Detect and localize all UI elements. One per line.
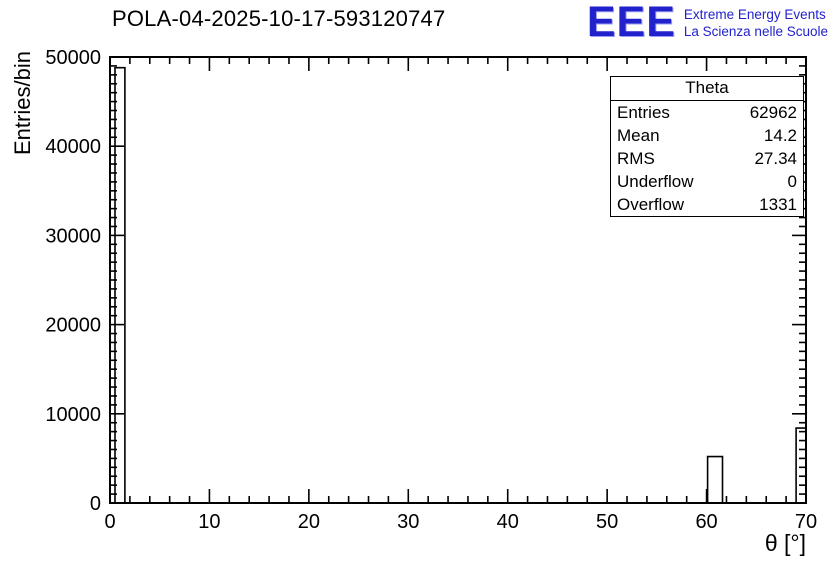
stats-label: Entries: [617, 103, 670, 122]
y-axis-title: Entries/bin: [10, 51, 35, 155]
stats-label: Overflow: [617, 195, 685, 214]
stats-label: Mean: [617, 126, 660, 145]
x-tick-label: 50: [596, 511, 618, 533]
stats-row: Overflow 1331: [611, 193, 803, 216]
x-tick-label: 30: [397, 511, 419, 533]
y-tick-label: 50000: [45, 47, 101, 69]
eee-logo-text: Extreme Energy Events La Scienza nelle S…: [684, 3, 828, 40]
plot-title: POLA-04-2025-10-17-593120747: [112, 6, 446, 31]
x-tick-label: 40: [497, 511, 519, 533]
x-tick-label: 70: [795, 511, 817, 533]
histogram-line: [110, 66, 807, 504]
y-tick-label: 10000: [45, 404, 101, 426]
eee-logo-line2: La Scienza nelle Scuole: [683, 24, 828, 39]
stats-box: Theta Entries 62962 Mean 14.2 RMS 27.34 …: [610, 76, 804, 217]
axis-tick-labels: 0 10 20 30 40 50 60 70 0 10000 20000 30000 40000 5000…: [45, 47, 817, 533]
y-tick-label: 40000: [45, 136, 101, 158]
y-tick-label: 20000: [45, 315, 101, 337]
axis-ticks: [109, 56, 807, 504]
stats-label: Underflow: [617, 172, 694, 191]
x-axis-title: θ [°]: [764, 530, 806, 556]
y-tick-label: 30000: [45, 225, 101, 247]
y-tick-label: 0: [90, 493, 101, 515]
stats-box-title: Theta: [611, 77, 803, 101]
stats-value: 14.2: [763, 126, 797, 145]
x-tick-label: 60: [695, 511, 717, 533]
x-tick-label: 10: [198, 511, 220, 533]
x-tick-label: 20: [298, 511, 320, 533]
stats-value: 0: [787, 172, 797, 191]
stats-row: Underflow 0: [611, 170, 803, 193]
stats-row: Entries 62962: [611, 101, 803, 124]
stats-value: 62962: [749, 103, 797, 122]
stats-row: Mean 14.2: [611, 124, 803, 147]
eee-logo: EEE Extreme Energy Events La Scienza nel…: [586, 0, 828, 46]
eee-logo-acronym: EEE: [586, 0, 676, 46]
eee-logo-line1: Extreme Energy Events: [683, 7, 826, 22]
x-tick-label: 0: [104, 511, 115, 533]
stats-value: 1331: [759, 195, 797, 214]
stats-row: RMS 27.34: [611, 147, 803, 170]
stats-value: 27.34: [754, 149, 797, 168]
stats-label: RMS: [617, 149, 655, 168]
